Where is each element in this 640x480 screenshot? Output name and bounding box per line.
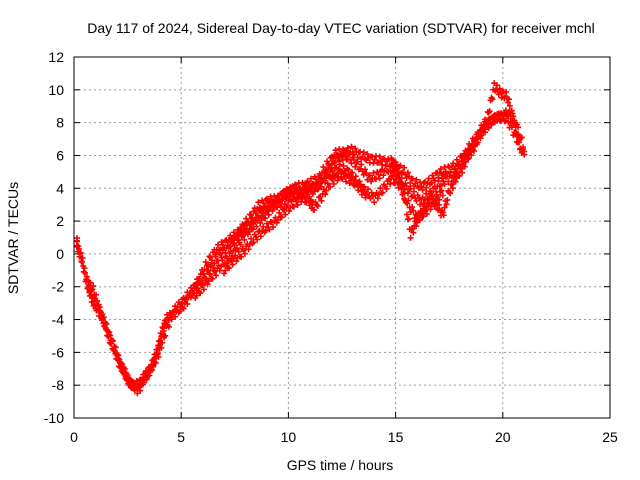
y-axis-label: SDTVAR / TECUs — [5, 182, 21, 294]
axis-ticks — [73, 56, 611, 419]
x-tick-label: 5 — [177, 429, 185, 445]
y-tick-label: 0 — [56, 246, 64, 262]
x-tick-labels: 0 5 10 15 20 25 — [70, 429, 618, 445]
chart-title: Day 117 of 2024, Sidereal Day-to-day VTE… — [87, 20, 595, 36]
y-tick-label: -8 — [52, 377, 65, 393]
x-tick-label: 15 — [388, 429, 404, 445]
x-tick-label: 20 — [495, 429, 511, 445]
data-series-5 — [221, 168, 369, 277]
grid-lines — [74, 57, 610, 418]
x-tick-label: 25 — [602, 429, 618, 445]
y-tick-label: 10 — [48, 82, 64, 98]
x-axis-label: GPS time / hours — [287, 457, 394, 473]
data-points — [74, 80, 528, 397]
x-tick-label: 0 — [70, 429, 78, 445]
x-tick-label: 10 — [281, 429, 297, 445]
y-tick-label: -4 — [52, 312, 65, 328]
plot-frame — [73, 56, 611, 419]
y-tick-labels: -10 -8 -6 -4 -2 0 2 4 6 8 10 12 — [44, 49, 64, 426]
data-series-3 — [191, 161, 446, 301]
y-tick-label: 12 — [48, 49, 64, 65]
y-tick-label: 4 — [56, 180, 64, 196]
data-series-4 — [388, 80, 523, 241]
y-tick-label: -10 — [44, 410, 64, 426]
y-tick-label: 8 — [56, 115, 64, 131]
y-tick-label: -6 — [52, 344, 65, 360]
y-tick-label: 6 — [56, 147, 64, 163]
y-tick-label: -2 — [52, 279, 65, 295]
y-tick-label: 2 — [56, 213, 64, 229]
